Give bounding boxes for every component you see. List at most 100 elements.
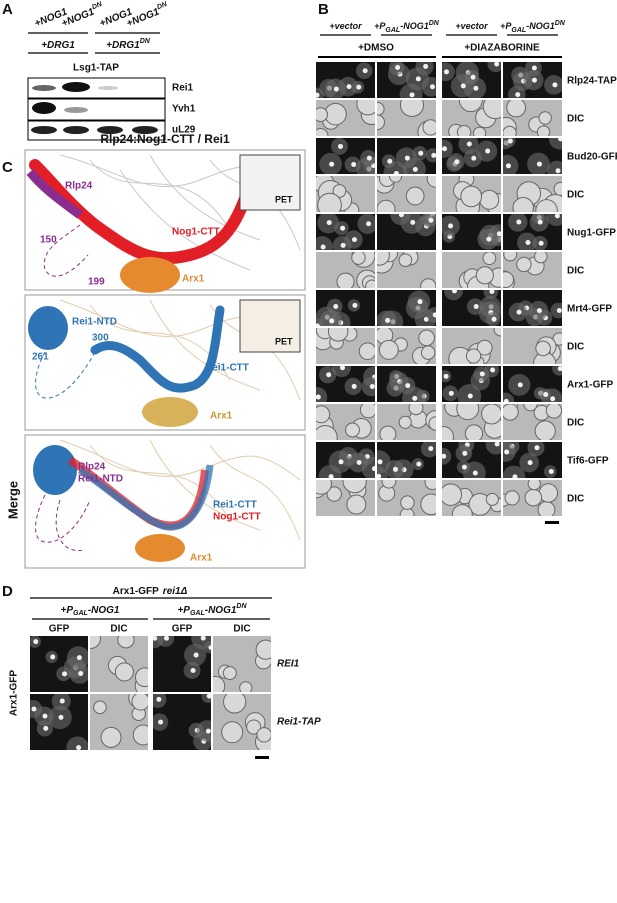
nucleus <box>531 77 537 83</box>
cells <box>503 404 562 440</box>
structure-label: Arx1 <box>182 274 205 285</box>
cell <box>442 139 453 159</box>
residue-label: 199 <box>88 277 105 288</box>
condition-label-part: +P <box>177 605 190 616</box>
cell <box>336 272 355 288</box>
cells <box>377 252 436 288</box>
nucleus <box>429 84 435 90</box>
fluorescence-image <box>442 442 501 478</box>
structure-panels <box>24 77 559 759</box>
cell <box>239 681 253 692</box>
fluorescence-image <box>377 366 436 402</box>
cell <box>398 415 412 429</box>
row-label: Tif6-GFP <box>567 456 609 467</box>
nucleus <box>329 318 335 324</box>
cell <box>475 266 494 285</box>
row-label: REI1 <box>277 659 300 670</box>
nucleus <box>473 85 479 91</box>
cells <box>503 100 552 136</box>
nucleus <box>395 64 401 70</box>
nucleus <box>205 728 211 734</box>
column-label-part: -NOG1 <box>526 21 555 31</box>
cell <box>379 425 397 440</box>
nucleus <box>454 159 460 165</box>
nucleus <box>555 168 561 174</box>
cells <box>453 176 501 212</box>
nucleus <box>412 166 418 172</box>
panel-letter: D <box>2 583 13 600</box>
cell <box>545 404 562 419</box>
dic-image <box>442 100 501 136</box>
nucleus <box>558 138 562 142</box>
cells <box>316 100 375 136</box>
cell <box>503 465 526 478</box>
dic-image <box>377 176 436 212</box>
cell <box>426 307 436 323</box>
panel-letter: B <box>318 1 329 18</box>
nucleus <box>448 223 454 229</box>
cell <box>356 100 375 116</box>
nucleus <box>366 221 372 227</box>
cells <box>390 214 436 237</box>
cells <box>378 480 436 516</box>
cell <box>326 486 342 502</box>
cell <box>424 480 436 491</box>
structure-label: Rei1-NTD <box>78 474 123 485</box>
cell <box>221 721 244 744</box>
cell <box>196 720 211 743</box>
cells <box>377 176 436 212</box>
cells <box>448 328 501 364</box>
cell <box>399 507 415 516</box>
cell <box>332 236 352 250</box>
cell <box>476 339 493 356</box>
nucleus <box>377 459 383 465</box>
nucleus <box>333 304 339 310</box>
nucleus <box>534 445 540 451</box>
cell <box>114 662 134 682</box>
nucleus <box>320 244 326 250</box>
cell <box>256 727 271 743</box>
cell <box>90 636 102 649</box>
panel-title-part: Arx1-GFP <box>113 586 159 597</box>
cell <box>536 125 551 136</box>
cell <box>316 405 331 424</box>
rei1-ntd-surface <box>33 445 77 495</box>
nucleus <box>50 654 56 660</box>
nucleus <box>61 671 67 677</box>
cell <box>458 100 483 113</box>
column-label-part: GAL <box>385 27 400 34</box>
nucleus <box>496 231 501 237</box>
fluorescence-image <box>30 636 88 692</box>
dic-image <box>90 636 148 692</box>
nucleus <box>340 366 346 371</box>
fluorescence-image <box>377 138 436 174</box>
nucleus <box>351 161 357 167</box>
fluorescence-image <box>442 366 501 402</box>
cell <box>456 404 480 421</box>
nucleus <box>153 636 158 641</box>
cells <box>503 442 557 478</box>
cell <box>464 424 484 440</box>
cell <box>504 490 520 506</box>
fluorescence-image <box>503 366 562 402</box>
nucleus <box>31 706 37 712</box>
cell <box>351 252 366 265</box>
group-label: +DRG1 <box>41 40 75 51</box>
nucleus <box>418 150 424 156</box>
cells <box>508 300 562 326</box>
cells <box>316 298 361 326</box>
nucleus <box>59 698 65 704</box>
fluorescence-image <box>316 366 375 402</box>
cell <box>316 128 329 136</box>
cell <box>222 666 237 681</box>
cell <box>402 386 426 402</box>
dic-image <box>90 694 148 750</box>
cells <box>387 62 436 98</box>
fluorescence-image <box>503 442 562 478</box>
cell <box>426 176 436 188</box>
residue-label: 261 <box>32 352 49 363</box>
cell <box>346 494 367 515</box>
row-label: DIC <box>567 266 584 277</box>
nucleus <box>494 62 500 67</box>
